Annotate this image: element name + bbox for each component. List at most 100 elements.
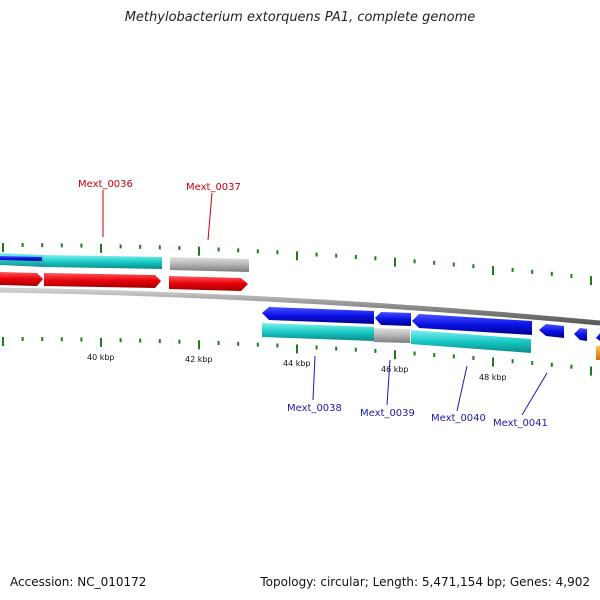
- minor-tick: [354, 255, 357, 259]
- map-title: Methylobacterium extorquens PA1, complet…: [124, 10, 476, 25]
- minor-tick: [570, 364, 573, 369]
- minor-tick: [80, 243, 83, 248]
- minor-tick: [511, 267, 514, 272]
- minor-tick: [472, 356, 475, 360]
- leader-line-mext-0037: [207, 192, 213, 241]
- minor-tick: [531, 269, 534, 274]
- minor-tick: [335, 346, 338, 351]
- major-tick: [2, 243, 4, 252]
- minor-tick: [374, 348, 377, 353]
- major-tick: [2, 337, 4, 346]
- minor-tick: [452, 354, 455, 359]
- minor-tick: [217, 247, 220, 252]
- axis-label-42kbp: 42 kbp: [185, 355, 213, 364]
- gene-feature-cyan[interactable]: [262, 323, 374, 341]
- gene-mext-0039-arrow[interactable]: [375, 312, 411, 326]
- gene-feature-blue-partial[interactable]: [0, 256, 42, 261]
- minor-tick: [237, 248, 240, 253]
- minor-tick: [433, 260, 436, 265]
- minor-tick: [60, 243, 63, 248]
- gene-label-mext-0040[interactable]: Mext_0040: [431, 413, 486, 424]
- gene-feature-cyan[interactable]: [411, 330, 531, 353]
- axis-label-40kbp: 40 kbp: [87, 353, 115, 362]
- minor-tick: [531, 361, 534, 365]
- minor-tick: [335, 253, 338, 258]
- gene-label-mext-0039[interactable]: Mext_0039: [360, 408, 415, 419]
- minor-tick: [472, 264, 475, 269]
- minor-tick: [139, 338, 142, 343]
- gene-label-mext-0037[interactable]: Mext_0037: [186, 182, 241, 193]
- minor-tick: [21, 243, 24, 247]
- gene-label-mext-0038[interactable]: Mext_0038: [287, 403, 342, 414]
- minor-tick: [433, 353, 436, 357]
- genome-backbone: [0, 287, 600, 326]
- axis-label-44kbp: 44 kbp: [283, 359, 311, 368]
- leader-line-mext-0040: [456, 365, 468, 412]
- gene-mext-0036-arrow[interactable]: [44, 273, 161, 288]
- accession-text: Accession: NC_010172: [10, 575, 147, 589]
- minor-tick: [178, 246, 181, 250]
- major-tick: [492, 357, 494, 367]
- tick-row-outer: [2, 243, 592, 286]
- major-tick: [100, 337, 102, 347]
- minor-tick: [139, 244, 142, 249]
- minor-tick: [41, 243, 44, 248]
- major-tick: [296, 251, 298, 261]
- major-tick: [394, 257, 396, 267]
- major-tick: [590, 366, 592, 376]
- major-tick: [100, 243, 102, 253]
- minor-tick: [21, 337, 24, 341]
- minor-tick: [41, 337, 44, 342]
- gene-feature-orange[interactable]: [596, 346, 600, 360]
- gene-feature-cyan[interactable]: [44, 255, 162, 269]
- minor-tick: [80, 337, 83, 342]
- gene-feature-gray[interactable]: [170, 257, 249, 272]
- minor-tick: [570, 273, 573, 278]
- minor-tick: [256, 249, 259, 254]
- minor-tick: [256, 342, 259, 347]
- minor-tick: [374, 256, 377, 261]
- axis-label-46kbp: 46 kbp: [381, 365, 409, 374]
- major-tick: [198, 340, 200, 350]
- gene-mext-0040-arrow[interactable]: [412, 314, 532, 335]
- minor-tick: [276, 250, 279, 255]
- major-tick: [394, 350, 396, 360]
- gene-label-mext-0041[interactable]: Mext_0041: [493, 418, 548, 429]
- minor-tick: [550, 271, 553, 276]
- minor-tick: [511, 359, 514, 364]
- gene-label-mext-0036[interactable]: Mext_0036: [78, 179, 133, 190]
- leader-line-mext-0039: [386, 359, 391, 406]
- major-tick: [198, 246, 200, 256]
- minor-tick: [158, 339, 161, 344]
- gene-feature-gray[interactable]: [374, 328, 410, 343]
- minor-tick: [237, 341, 240, 346]
- minor-tick: [119, 244, 122, 249]
- minor-tick: [217, 341, 220, 345]
- gene-feature-blue-edge[interactable]: [596, 333, 600, 341]
- minor-tick: [178, 339, 181, 344]
- major-tick: [590, 276, 592, 286]
- minor-tick: [452, 262, 455, 267]
- gene-mext-0037-arrow[interactable]: [169, 276, 248, 291]
- minor-tick: [315, 252, 318, 257]
- gene-feature-blue-small[interactable]: [574, 328, 587, 341]
- genome-summary-text: Topology: circular; Length: 5,471,154 bp…: [260, 575, 590, 589]
- major-tick: [492, 266, 494, 275]
- leader-line-mext-0041: [521, 372, 548, 416]
- axis-label-48kbp: 48 kbp: [479, 373, 507, 382]
- leader-line-mext-0038: [312, 355, 316, 401]
- minor-tick: [354, 347, 357, 352]
- minor-tick: [413, 259, 416, 264]
- minor-tick: [119, 338, 122, 343]
- minor-tick: [315, 345, 318, 350]
- minor-tick: [60, 337, 63, 342]
- major-tick: [296, 344, 298, 354]
- gene-mext-0041-arrow[interactable]: [539, 324, 564, 338]
- minor-tick: [158, 245, 161, 250]
- gene-mext-0038-arrow[interactable]: [262, 307, 374, 324]
- minor-tick: [550, 362, 553, 367]
- gene-mext-0035-arrow[interactable]: [0, 272, 43, 286]
- tick-row-inner: [2, 337, 592, 376]
- minor-tick: [413, 351, 416, 356]
